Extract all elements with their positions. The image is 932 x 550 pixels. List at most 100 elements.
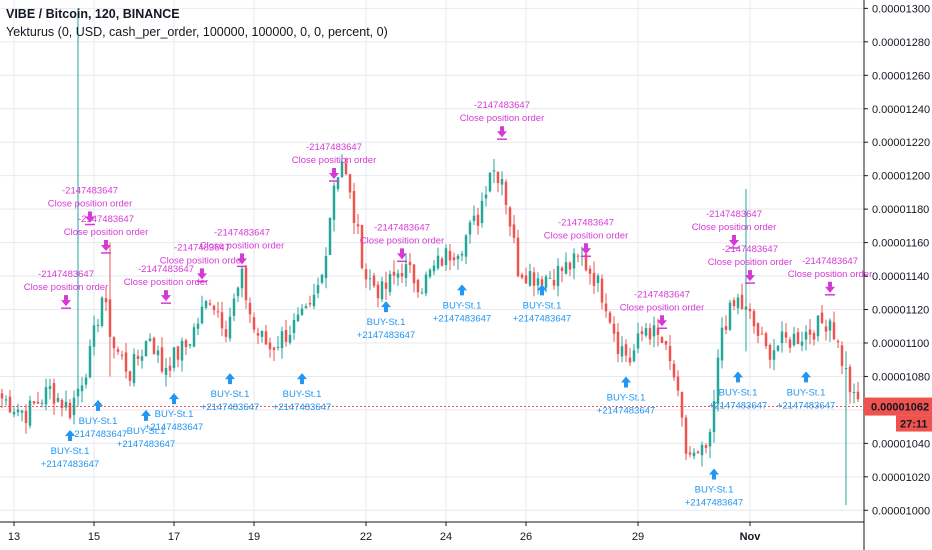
candle-body: [128, 371, 132, 381]
candle-body: [188, 344, 192, 346]
buy-arrow: [381, 301, 391, 313]
candle-body: [232, 298, 236, 316]
sell-arrow: [497, 126, 507, 138]
sell-signal-label: Close position order: [360, 235, 445, 246]
candle-body: [628, 357, 632, 363]
candle-body: [528, 271, 532, 286]
candle-body: [736, 297, 740, 309]
candle-body: [432, 265, 436, 272]
buy-signal-qty: +2147483647: [357, 330, 415, 341]
candle-body: [64, 401, 68, 408]
buy-signal-label: BUY-St.1: [155, 409, 194, 420]
sell-signal-label: Close position order: [64, 227, 149, 238]
sell-arrow: [329, 168, 339, 180]
candle-body: [492, 170, 496, 172]
candle-body: [248, 302, 252, 315]
candle-body: [396, 273, 400, 278]
candle-body: [576, 255, 580, 257]
sell-arrow: [85, 211, 95, 223]
candle-body: [608, 312, 612, 323]
candle-body: [848, 366, 852, 393]
candle-body: [464, 235, 468, 257]
candle-body: [504, 181, 508, 205]
candle-body: [52, 383, 56, 404]
candle-body: [496, 171, 500, 184]
candle-body: [760, 333, 764, 335]
candle-body: [352, 191, 356, 223]
y-tick-label: 0.00001100: [872, 338, 929, 350]
sell-arrow: [825, 281, 835, 293]
candle-body: [648, 328, 652, 340]
strategy-legend[interactable]: Yekturus (0, USD, cash_per_order, 100000…: [6, 25, 388, 39]
sell-arrow: [581, 243, 591, 255]
candle-body: [16, 409, 20, 413]
candle-body: [316, 285, 320, 294]
bar-countdown: 27:11: [900, 419, 928, 431]
buy-signal-label: BUY-St.1: [51, 446, 90, 457]
candle-body: [716, 357, 720, 404]
candle-body: [412, 264, 416, 284]
candle-body: [656, 328, 660, 336]
candle-body: [32, 401, 36, 404]
time-axis[interactable]: 13 15 17 19 22 24 26 29 Nov: [0, 521, 864, 543]
candle-body: [236, 287, 240, 297]
candle-body: [68, 402, 72, 418]
symbol-title[interactable]: VIBE / Bitcoin, 120, BINANCE: [6, 7, 180, 21]
candle-body: [408, 261, 412, 266]
sell-arrow: [61, 295, 71, 307]
buy-arrow: [537, 284, 547, 296]
candle-body: [4, 399, 8, 401]
price-axis[interactable]: 0.000010000.000010200.000010400.00001060…: [863, 0, 930, 550]
candle-body: [768, 344, 772, 360]
candle-body: [796, 332, 800, 345]
candle-body: [336, 177, 340, 189]
candle-body: [84, 377, 88, 385]
sell-signal-label: Close position order: [200, 240, 285, 251]
candle-body: [124, 352, 128, 372]
candle-body: [456, 255, 460, 260]
candle-body: [548, 278, 552, 280]
candle-body: [260, 330, 264, 337]
buy-arrow: [457, 284, 467, 296]
sell-signal-label: Close position order: [544, 230, 629, 241]
candle-body: [148, 338, 152, 342]
candle-body: [508, 207, 512, 227]
candle-body: [676, 376, 680, 391]
buy-signal-qty: +2147483647: [117, 439, 175, 450]
candle-body: [268, 342, 272, 350]
sell-arrow: [657, 315, 667, 327]
candle-body: [368, 278, 372, 280]
buy-signal-label: BUY-St.1: [79, 416, 118, 427]
buy-arrow: [141, 409, 151, 421]
candlestick-series: [0, 8, 860, 506]
candle-body: [444, 248, 448, 266]
candle-body: [264, 331, 268, 345]
candle-body: [136, 355, 140, 359]
sell-signal-qty: -2147483647: [722, 244, 778, 255]
sell-signal-label: Close position order: [24, 282, 109, 293]
candle-body: [468, 222, 472, 235]
candle-body: [40, 402, 44, 404]
y-tick-label: 0.00001160: [872, 238, 929, 250]
x-tick-label: 22: [360, 531, 372, 543]
candle-body: [748, 308, 752, 312]
candle-body: [156, 350, 160, 356]
buy-arrow: [621, 376, 631, 388]
candle-body: [500, 179, 504, 185]
candle-body: [48, 386, 52, 389]
candle-body: [536, 278, 540, 286]
candle-body: [380, 281, 384, 300]
candle-body: [732, 300, 736, 307]
buy-signal-qty: +2147483647: [685, 497, 743, 508]
y-tick-label: 0.00001220: [872, 137, 930, 149]
candle-body: [12, 411, 16, 415]
candle-body: [152, 337, 156, 354]
candle-body: [780, 331, 784, 344]
sell-signal-label: Close position order: [788, 269, 873, 280]
candle-body: [804, 331, 808, 340]
candle-body: [224, 329, 228, 337]
candle-body: [372, 275, 376, 286]
candle-body: [252, 317, 256, 330]
candle-body: [640, 331, 644, 334]
